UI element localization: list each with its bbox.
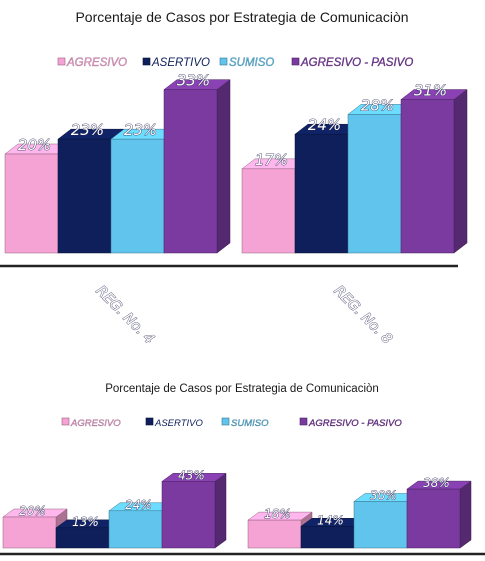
bar-agresivo-pasivo-group-1 [161, 472, 227, 549]
value-label: 28% [361, 96, 394, 114]
value-label: 17% [255, 151, 288, 169]
value-label: 18% [264, 507, 291, 521]
legend-label-agresivo-pasivo: AGRESIVO - PASIVO [300, 57, 413, 69]
value-label: 33% [177, 72, 210, 90]
legend-swatch-agresivo [57, 57, 66, 66]
chart-title: Porcentaje de Casos por Estrategia de Co… [105, 383, 379, 395]
value-label: 20% [18, 136, 51, 154]
bar-agresivo-pasivo-group-1 [163, 79, 231, 254]
bar-agresivo-pasivo-group-2 [406, 480, 472, 549]
legend-label-agresivo: AGRESIVO [66, 57, 127, 69]
legend-swatch-agresivo-pasivo [291, 57, 300, 66]
bar-agresivo-pasivo-group-2 [400, 89, 468, 254]
legend-label-asertivo: ASERTIVO [151, 57, 210, 69]
category-label-reg-no-8: REG. No. 8 [331, 283, 396, 348]
legend-label-agresivo-pasivo: AGRESIVO - PASIVO [308, 418, 402, 429]
value-label: 23% [124, 121, 157, 139]
legend-label-agresivo: AGRESIVO [70, 418, 121, 429]
value-label: 38% [423, 476, 450, 490]
value-label: 43% [178, 468, 205, 482]
chart-2: Porcentaje de Casos por Estrategia de Co… [0, 383, 485, 556]
legend-label-sumiso: SUMISO [231, 418, 269, 429]
chart-1: Porcentaje de Casos por Estrategia de Co… [0, 9, 468, 348]
legend-swatch-sumiso [219, 57, 228, 66]
value-label: 31% [414, 82, 447, 100]
value-label: 23% [71, 121, 104, 139]
legend-swatch-asertivo [142, 57, 151, 66]
legend-swatch-sumiso [221, 417, 230, 426]
value-label: 14% [317, 513, 344, 527]
value-label: 24% [308, 116, 341, 134]
legend-swatch-asertivo [145, 417, 154, 426]
legend-swatch-agresivo [61, 417, 70, 426]
legend-swatch-agresivo-pasivo [299, 417, 308, 426]
value-label: 13% [72, 515, 99, 529]
value-label: 24% [125, 498, 152, 512]
value-label: 30% [370, 489, 397, 503]
legend-label-asertivo: ASERTIVO [154, 418, 203, 429]
chart-title: Porcentaje de Casos por Estrategia de Co… [75, 9, 408, 25]
legend-label-sumiso: SUMISO [229, 57, 274, 69]
value-label: 20% [19, 504, 46, 518]
category-label-reg-no-4: REG. No. 4 [93, 283, 157, 347]
